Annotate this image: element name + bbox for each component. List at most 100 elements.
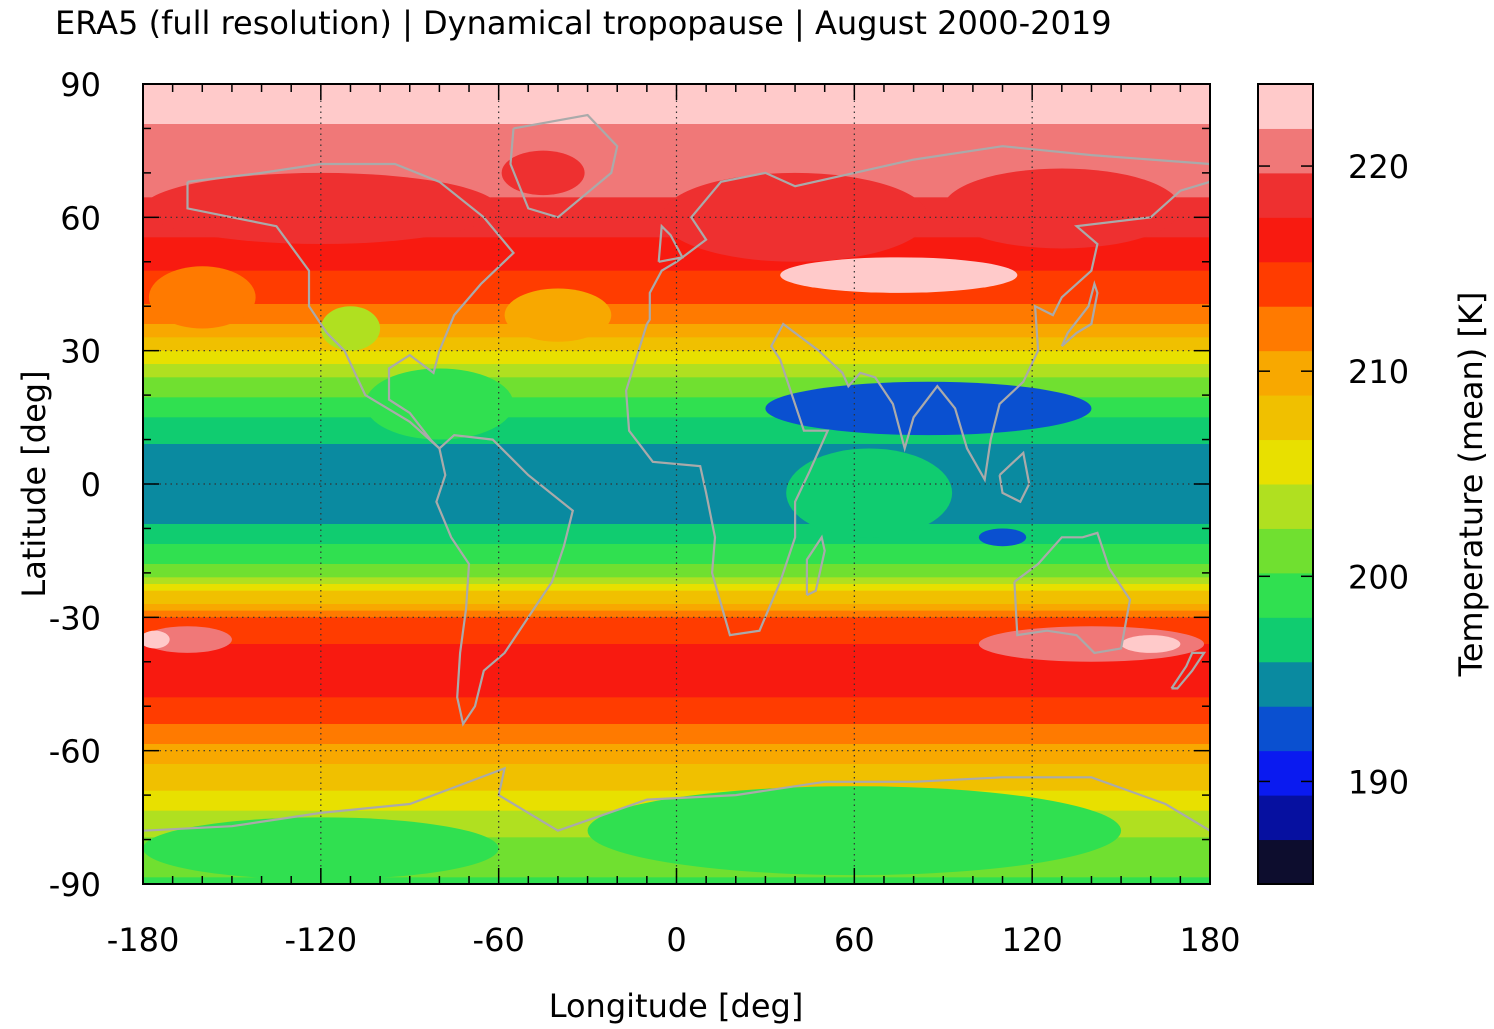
y-tick-label: 60 — [60, 199, 101, 237]
lat-band — [143, 430, 1210, 438]
lat-band — [143, 764, 1210, 772]
colorbar-swatch — [1258, 261, 1313, 307]
x-tick-label: -180 — [107, 921, 180, 959]
anomaly-region — [504, 288, 612, 342]
lat-band — [143, 184, 1210, 192]
lat-band — [143, 297, 1210, 305]
lat-band — [143, 170, 1210, 178]
colorbar-swatch — [1258, 306, 1313, 352]
anomaly-region — [143, 630, 170, 649]
lat-band — [143, 650, 1210, 658]
lat-band — [143, 677, 1210, 685]
coastlines — [143, 113, 1210, 832]
lat-band — [143, 777, 1210, 785]
lat-band — [143, 657, 1210, 665]
y-tick-label: 0 — [81, 466, 101, 504]
lat-band — [143, 404, 1210, 412]
lat-band — [143, 517, 1210, 525]
coastline — [1013, 531, 1132, 655]
lat-band — [143, 264, 1210, 272]
coastline — [1170, 651, 1207, 690]
lat-band — [143, 137, 1210, 145]
lat-band — [143, 784, 1210, 792]
colorbar-swatch — [1258, 572, 1313, 618]
x-tick-label: 0 — [666, 921, 686, 959]
coastline — [509, 113, 619, 219]
lat-band — [143, 670, 1210, 678]
anomaly-region — [943, 168, 1181, 249]
anomaly-region — [661, 172, 929, 262]
temperature-field — [143, 84, 1210, 884]
lat-band — [143, 357, 1210, 365]
lat-band — [143, 150, 1210, 158]
lat-band — [143, 110, 1210, 118]
lat-band — [143, 104, 1210, 112]
lat-band — [143, 390, 1210, 398]
lat-band — [143, 577, 1210, 585]
x-tick-label: 60 — [834, 921, 875, 959]
lat-band — [143, 750, 1210, 758]
lat-band — [143, 744, 1210, 752]
lat-band — [143, 484, 1210, 492]
lat-band — [143, 144, 1210, 152]
lat-band — [143, 397, 1210, 405]
lat-band — [143, 337, 1210, 345]
grid-lines — [143, 84, 1210, 884]
lat-band — [143, 530, 1210, 538]
anomaly-region — [780, 257, 1018, 293]
y-tick-label: -60 — [49, 733, 101, 771]
colorbar-ticks: 220 210 200 190 — [1258, 148, 1409, 801]
colorbar-swatch — [1258, 706, 1313, 752]
lat-band — [143, 324, 1210, 332]
x-tick-label: -120 — [285, 921, 358, 959]
colorbar-swatch — [1258, 750, 1313, 796]
lat-band — [143, 704, 1210, 712]
colorbar-swatch — [1258, 217, 1313, 263]
anomaly-region — [1121, 635, 1181, 653]
colorbar-tick-label: 220 — [1348, 148, 1409, 186]
lat-band — [143, 617, 1210, 625]
colorbar-tick-label: 190 — [1348, 763, 1409, 801]
lat-band — [143, 377, 1210, 385]
x-tick-labels: -180 -120 -60 0 60 120 180 — [107, 921, 1241, 959]
anomaly-region — [587, 786, 1122, 876]
y-tick-label: 30 — [60, 333, 101, 371]
x-tick-label: 120 — [1002, 921, 1063, 959]
lat-band — [143, 344, 1210, 352]
coastline — [435, 433, 575, 727]
lat-band — [143, 450, 1210, 458]
lat-band — [143, 610, 1210, 618]
anomaly-region — [765, 381, 1092, 436]
coastline — [624, 145, 1210, 637]
anomaly-region — [143, 172, 499, 244]
lat-band — [143, 497, 1210, 505]
colorbar-swatch — [1258, 439, 1313, 485]
lat-band — [143, 470, 1210, 478]
lat-band — [143, 237, 1210, 245]
lat-band — [143, 157, 1210, 165]
y-tick-labels: 90 60 30 0 -30 -60 -90 — [49, 66, 101, 904]
coastline — [1060, 280, 1099, 348]
lat-band — [143, 117, 1210, 125]
lat-band — [143, 124, 1210, 132]
anomaly-region — [320, 306, 381, 351]
lat-band — [143, 564, 1210, 572]
lat-band — [143, 310, 1210, 318]
lat-band — [143, 457, 1210, 465]
coastline — [186, 162, 516, 450]
anomaly-region — [978, 528, 1027, 547]
lat-band — [143, 250, 1210, 258]
lat-band — [143, 550, 1210, 558]
lat-band — [143, 177, 1210, 185]
minor-ticks — [142, 83, 1211, 885]
y-tick-label: 90 — [60, 66, 101, 104]
lat-band — [143, 370, 1210, 378]
lat-band — [143, 330, 1210, 338]
chart-title: ERA5 (full resolution) | Dynamical tropo… — [55, 4, 1112, 42]
anomaly-region — [143, 817, 499, 880]
anomaly-region — [786, 448, 953, 538]
anomaly-region — [148, 266, 256, 329]
anomaly-region — [978, 626, 1205, 662]
